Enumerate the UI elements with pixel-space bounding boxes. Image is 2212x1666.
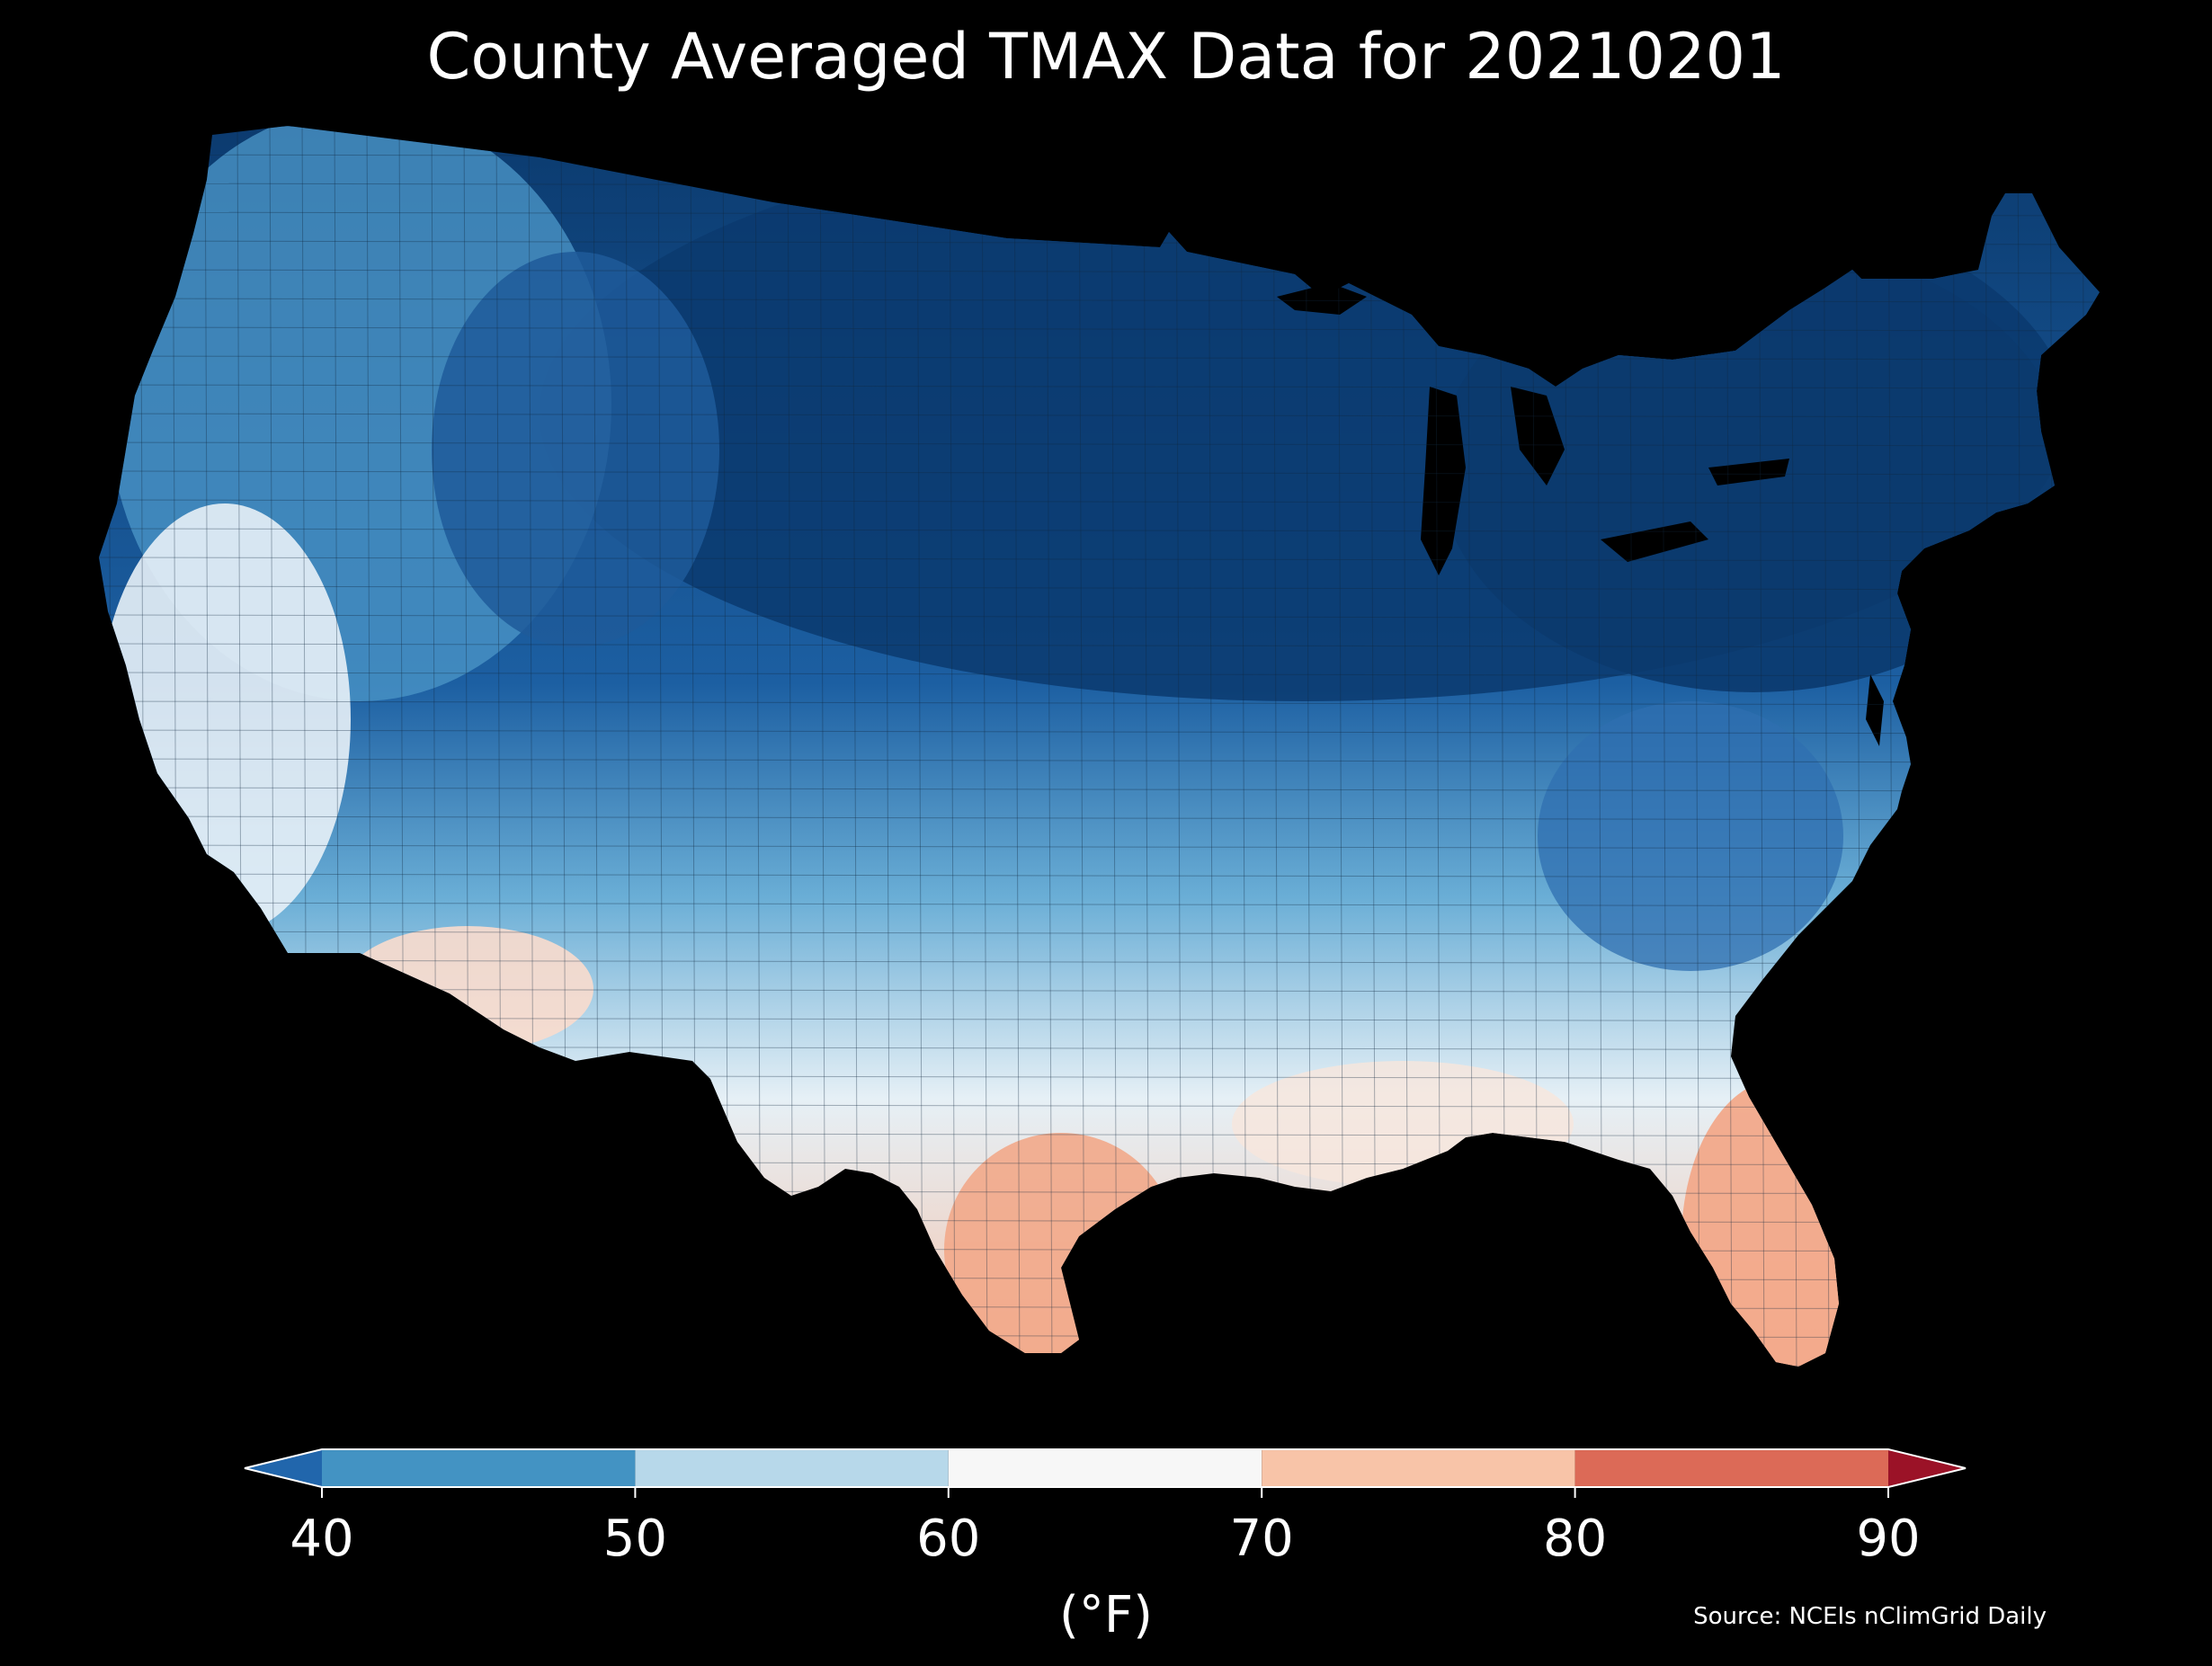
county-boundary-line (99, 614, 2100, 619)
county-boundary-line (99, 672, 2100, 677)
lake-huron (1511, 387, 1565, 486)
county-boundary-line (1305, 126, 1312, 1367)
colorbar-bin-40-50 (322, 1449, 636, 1487)
county-boundary-line (99, 326, 2100, 332)
county-boundary-line (99, 873, 2100, 878)
county-boundary-line (1078, 126, 1085, 1367)
county-boundary-line (1175, 126, 1182, 1367)
county-boundary-line (99, 413, 2100, 418)
county-boundary-line (1110, 126, 1118, 1367)
county-boundary-line (1208, 126, 1215, 1367)
colorbar-bin-60-70 (948, 1449, 1262, 1487)
county-boundary-line (852, 126, 859, 1367)
county-boundary-line (1272, 126, 1280, 1367)
county-boundary-line (99, 528, 2100, 533)
colorbar-bin-50-60 (635, 1449, 949, 1487)
colorbar-tick-label: 50 (602, 1510, 668, 1568)
county-boundary-line (99, 729, 2100, 735)
county-boundary-line (916, 126, 923, 1367)
colorbar-bin-70-80 (1262, 1449, 1575, 1487)
county-boundary-line (99, 758, 2100, 763)
lake-michigan (1421, 387, 1466, 575)
county-boundary-line (1013, 126, 1021, 1367)
map-title: County Averaged TMAX Data for 20210201 (426, 20, 1786, 94)
lake-erie (1601, 521, 1708, 562)
colorbar-bins (244, 1448, 1967, 1498)
lake-ontario (1708, 459, 1789, 486)
county-boundary-line (99, 557, 2100, 562)
county-boundary-line (1337, 126, 1344, 1367)
county-boundary-line (99, 441, 2100, 447)
county-boundary-line (99, 585, 2100, 591)
county-boundary-line (1240, 126, 1247, 1367)
county-boundary-line (99, 902, 2100, 907)
county-boundary-line (99, 470, 2100, 476)
county-boundary-line (949, 126, 956, 1367)
colorbar-tick-label: 40 (290, 1510, 354, 1568)
colorbar-unit-label: (°F) (1059, 1586, 1153, 1644)
county-boundary-line (99, 844, 2100, 850)
county-boundary-line (1046, 126, 1053, 1367)
colorbar-overflow-arrow (1888, 1449, 1966, 1487)
county-boundary-line (884, 126, 891, 1367)
county-boundary-line (99, 355, 2100, 361)
colorbar-underflow-arrow (245, 1449, 322, 1487)
county-boundary-line (99, 499, 2100, 504)
county-boundary-line (1143, 126, 1150, 1367)
county-boundary-line (819, 126, 826, 1367)
county-boundary-line (99, 643, 2100, 648)
colorbar-tick-label: 60 (916, 1510, 981, 1568)
county-boundary-line (99, 700, 2100, 706)
colorbar-tick-label: 90 (1856, 1510, 1921, 1568)
central-rockies-region (432, 252, 719, 647)
chesapeake-bay (1866, 674, 1884, 746)
county-boundary-line (1369, 126, 1377, 1367)
county-boundary-line (981, 126, 988, 1367)
southern-appalachia-cool-region (1538, 701, 1843, 971)
county-boundary-line (754, 126, 762, 1367)
source-credit: Source: NCEIs nClimGrid Daily (1693, 1603, 2047, 1630)
county-boundary-line (99, 787, 2100, 792)
county-boundary-line (99, 931, 2100, 936)
lake-superior (1277, 283, 1367, 315)
county-boundary-line (787, 126, 794, 1367)
colorbar-tick-label: 70 (1229, 1510, 1294, 1568)
colorbar-bin-80-90 (1574, 1449, 1888, 1487)
colorbar-tick-label: 80 (1542, 1510, 1608, 1568)
county-boundary-line (99, 815, 2100, 821)
county-boundary-line (1402, 126, 1409, 1367)
county-boundary-line (99, 384, 2100, 389)
